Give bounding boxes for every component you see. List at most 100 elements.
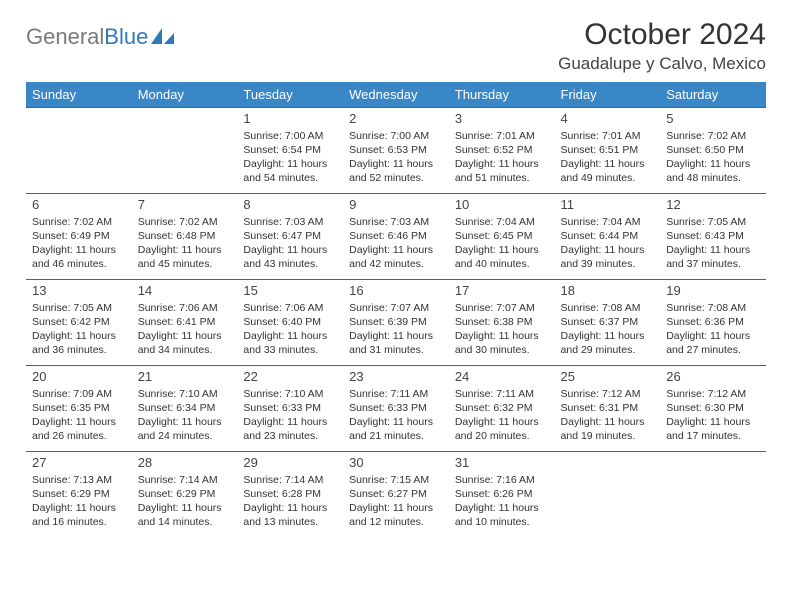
sunset-line: Sunset: 6:45 PM [455, 229, 549, 243]
calendar-cell [26, 108, 132, 194]
sunset-line: Sunset: 6:48 PM [138, 229, 232, 243]
daylight-line: Daylight: 11 hours and 54 minutes. [243, 157, 337, 185]
calendar-cell [555, 452, 661, 538]
sunset-line: Sunset: 6:39 PM [349, 315, 443, 329]
daylight-line: Daylight: 11 hours and 14 minutes. [138, 501, 232, 529]
calendar-cell: 2Sunrise: 7:00 AMSunset: 6:53 PMDaylight… [343, 108, 449, 194]
day-number: 26 [666, 368, 760, 386]
daylight-line: Daylight: 11 hours and 52 minutes. [349, 157, 443, 185]
sunset-line: Sunset: 6:40 PM [243, 315, 337, 329]
sunset-line: Sunset: 6:36 PM [666, 315, 760, 329]
weekday-header: Sunday [26, 82, 132, 108]
sunset-line: Sunset: 6:38 PM [455, 315, 549, 329]
sunrise-line: Sunrise: 7:14 AM [243, 473, 337, 487]
calendar-cell: 24Sunrise: 7:11 AMSunset: 6:32 PMDayligh… [449, 366, 555, 452]
weekday-header: Saturday [660, 82, 766, 108]
sunrise-line: Sunrise: 7:02 AM [138, 215, 232, 229]
day-number: 20 [32, 368, 126, 386]
weekday-header-row: Sunday Monday Tuesday Wednesday Thursday… [26, 82, 766, 108]
day-number: 13 [32, 282, 126, 300]
daylight-line: Daylight: 11 hours and 12 minutes. [349, 501, 443, 529]
calendar-row: 1Sunrise: 7:00 AMSunset: 6:54 PMDaylight… [26, 108, 766, 194]
calendar-cell: 29Sunrise: 7:14 AMSunset: 6:28 PMDayligh… [237, 452, 343, 538]
sunset-line: Sunset: 6:28 PM [243, 487, 337, 501]
daylight-line: Daylight: 11 hours and 51 minutes. [455, 157, 549, 185]
sunrise-line: Sunrise: 7:12 AM [561, 387, 655, 401]
day-number: 11 [561, 196, 655, 214]
sunrise-line: Sunrise: 7:11 AM [349, 387, 443, 401]
sunrise-line: Sunrise: 7:02 AM [666, 129, 760, 143]
day-number: 23 [349, 368, 443, 386]
day-number: 3 [455, 110, 549, 128]
sunset-line: Sunset: 6:34 PM [138, 401, 232, 415]
calendar-cell: 8Sunrise: 7:03 AMSunset: 6:47 PMDaylight… [237, 194, 343, 280]
daylight-line: Daylight: 11 hours and 27 minutes. [666, 329, 760, 357]
calendar-cell: 6Sunrise: 7:02 AMSunset: 6:49 PMDaylight… [26, 194, 132, 280]
sunrise-line: Sunrise: 7:12 AM [666, 387, 760, 401]
sunset-line: Sunset: 6:47 PM [243, 229, 337, 243]
daylight-line: Daylight: 11 hours and 21 minutes. [349, 415, 443, 443]
sunset-line: Sunset: 6:44 PM [561, 229, 655, 243]
sunrise-line: Sunrise: 7:15 AM [349, 473, 443, 487]
day-number: 16 [349, 282, 443, 300]
location-subtitle: Guadalupe y Calvo, Mexico [558, 54, 766, 74]
daylight-line: Daylight: 11 hours and 40 minutes. [455, 243, 549, 271]
sunrise-line: Sunrise: 7:00 AM [349, 129, 443, 143]
day-number: 17 [455, 282, 549, 300]
sunrise-line: Sunrise: 7:02 AM [32, 215, 126, 229]
day-number: 15 [243, 282, 337, 300]
sunset-line: Sunset: 6:31 PM [561, 401, 655, 415]
sunset-line: Sunset: 6:52 PM [455, 143, 549, 157]
sunrise-line: Sunrise: 7:06 AM [243, 301, 337, 315]
sunrise-line: Sunrise: 7:14 AM [138, 473, 232, 487]
weekday-header: Thursday [449, 82, 555, 108]
day-number: 28 [138, 454, 232, 472]
day-number: 27 [32, 454, 126, 472]
calendar-cell: 13Sunrise: 7:05 AMSunset: 6:42 PMDayligh… [26, 280, 132, 366]
day-number: 24 [455, 368, 549, 386]
sunset-line: Sunset: 6:33 PM [349, 401, 443, 415]
daylight-line: Daylight: 11 hours and 31 minutes. [349, 329, 443, 357]
calendar-row: 13Sunrise: 7:05 AMSunset: 6:42 PMDayligh… [26, 280, 766, 366]
weekday-header: Monday [132, 82, 238, 108]
sunset-line: Sunset: 6:27 PM [349, 487, 443, 501]
sunrise-line: Sunrise: 7:16 AM [455, 473, 549, 487]
sunrise-line: Sunrise: 7:06 AM [138, 301, 232, 315]
logo: GeneralBlue [26, 24, 176, 50]
logo-sail-icon [150, 27, 176, 47]
day-number: 2 [349, 110, 443, 128]
month-title: October 2024 [558, 18, 766, 52]
calendar-cell: 12Sunrise: 7:05 AMSunset: 6:43 PMDayligh… [660, 194, 766, 280]
sunrise-line: Sunrise: 7:09 AM [32, 387, 126, 401]
day-number: 29 [243, 454, 337, 472]
calendar-cell: 7Sunrise: 7:02 AMSunset: 6:48 PMDaylight… [132, 194, 238, 280]
sunset-line: Sunset: 6:26 PM [455, 487, 549, 501]
day-number: 4 [561, 110, 655, 128]
sunrise-line: Sunrise: 7:08 AM [666, 301, 760, 315]
day-number: 25 [561, 368, 655, 386]
sunrise-line: Sunrise: 7:10 AM [243, 387, 337, 401]
page-header: GeneralBlue October 2024 Guadalupe y Cal… [26, 18, 766, 74]
day-number: 31 [455, 454, 549, 472]
sunset-line: Sunset: 6:37 PM [561, 315, 655, 329]
calendar-row: 6Sunrise: 7:02 AMSunset: 6:49 PMDaylight… [26, 194, 766, 280]
calendar-cell [132, 108, 238, 194]
sunrise-line: Sunrise: 7:07 AM [349, 301, 443, 315]
daylight-line: Daylight: 11 hours and 39 minutes. [561, 243, 655, 271]
calendar-cell: 14Sunrise: 7:06 AMSunset: 6:41 PMDayligh… [132, 280, 238, 366]
day-number: 7 [138, 196, 232, 214]
sunset-line: Sunset: 6:54 PM [243, 143, 337, 157]
day-number: 18 [561, 282, 655, 300]
daylight-line: Daylight: 11 hours and 48 minutes. [666, 157, 760, 185]
sunrise-line: Sunrise: 7:00 AM [243, 129, 337, 143]
daylight-line: Daylight: 11 hours and 42 minutes. [349, 243, 443, 271]
sunset-line: Sunset: 6:43 PM [666, 229, 760, 243]
sunrise-line: Sunrise: 7:01 AM [455, 129, 549, 143]
daylight-line: Daylight: 11 hours and 43 minutes. [243, 243, 337, 271]
day-number: 22 [243, 368, 337, 386]
calendar-cell: 1Sunrise: 7:00 AMSunset: 6:54 PMDaylight… [237, 108, 343, 194]
calendar-cell: 10Sunrise: 7:04 AMSunset: 6:45 PMDayligh… [449, 194, 555, 280]
sunrise-line: Sunrise: 7:08 AM [561, 301, 655, 315]
sunset-line: Sunset: 6:41 PM [138, 315, 232, 329]
sunset-line: Sunset: 6:53 PM [349, 143, 443, 157]
